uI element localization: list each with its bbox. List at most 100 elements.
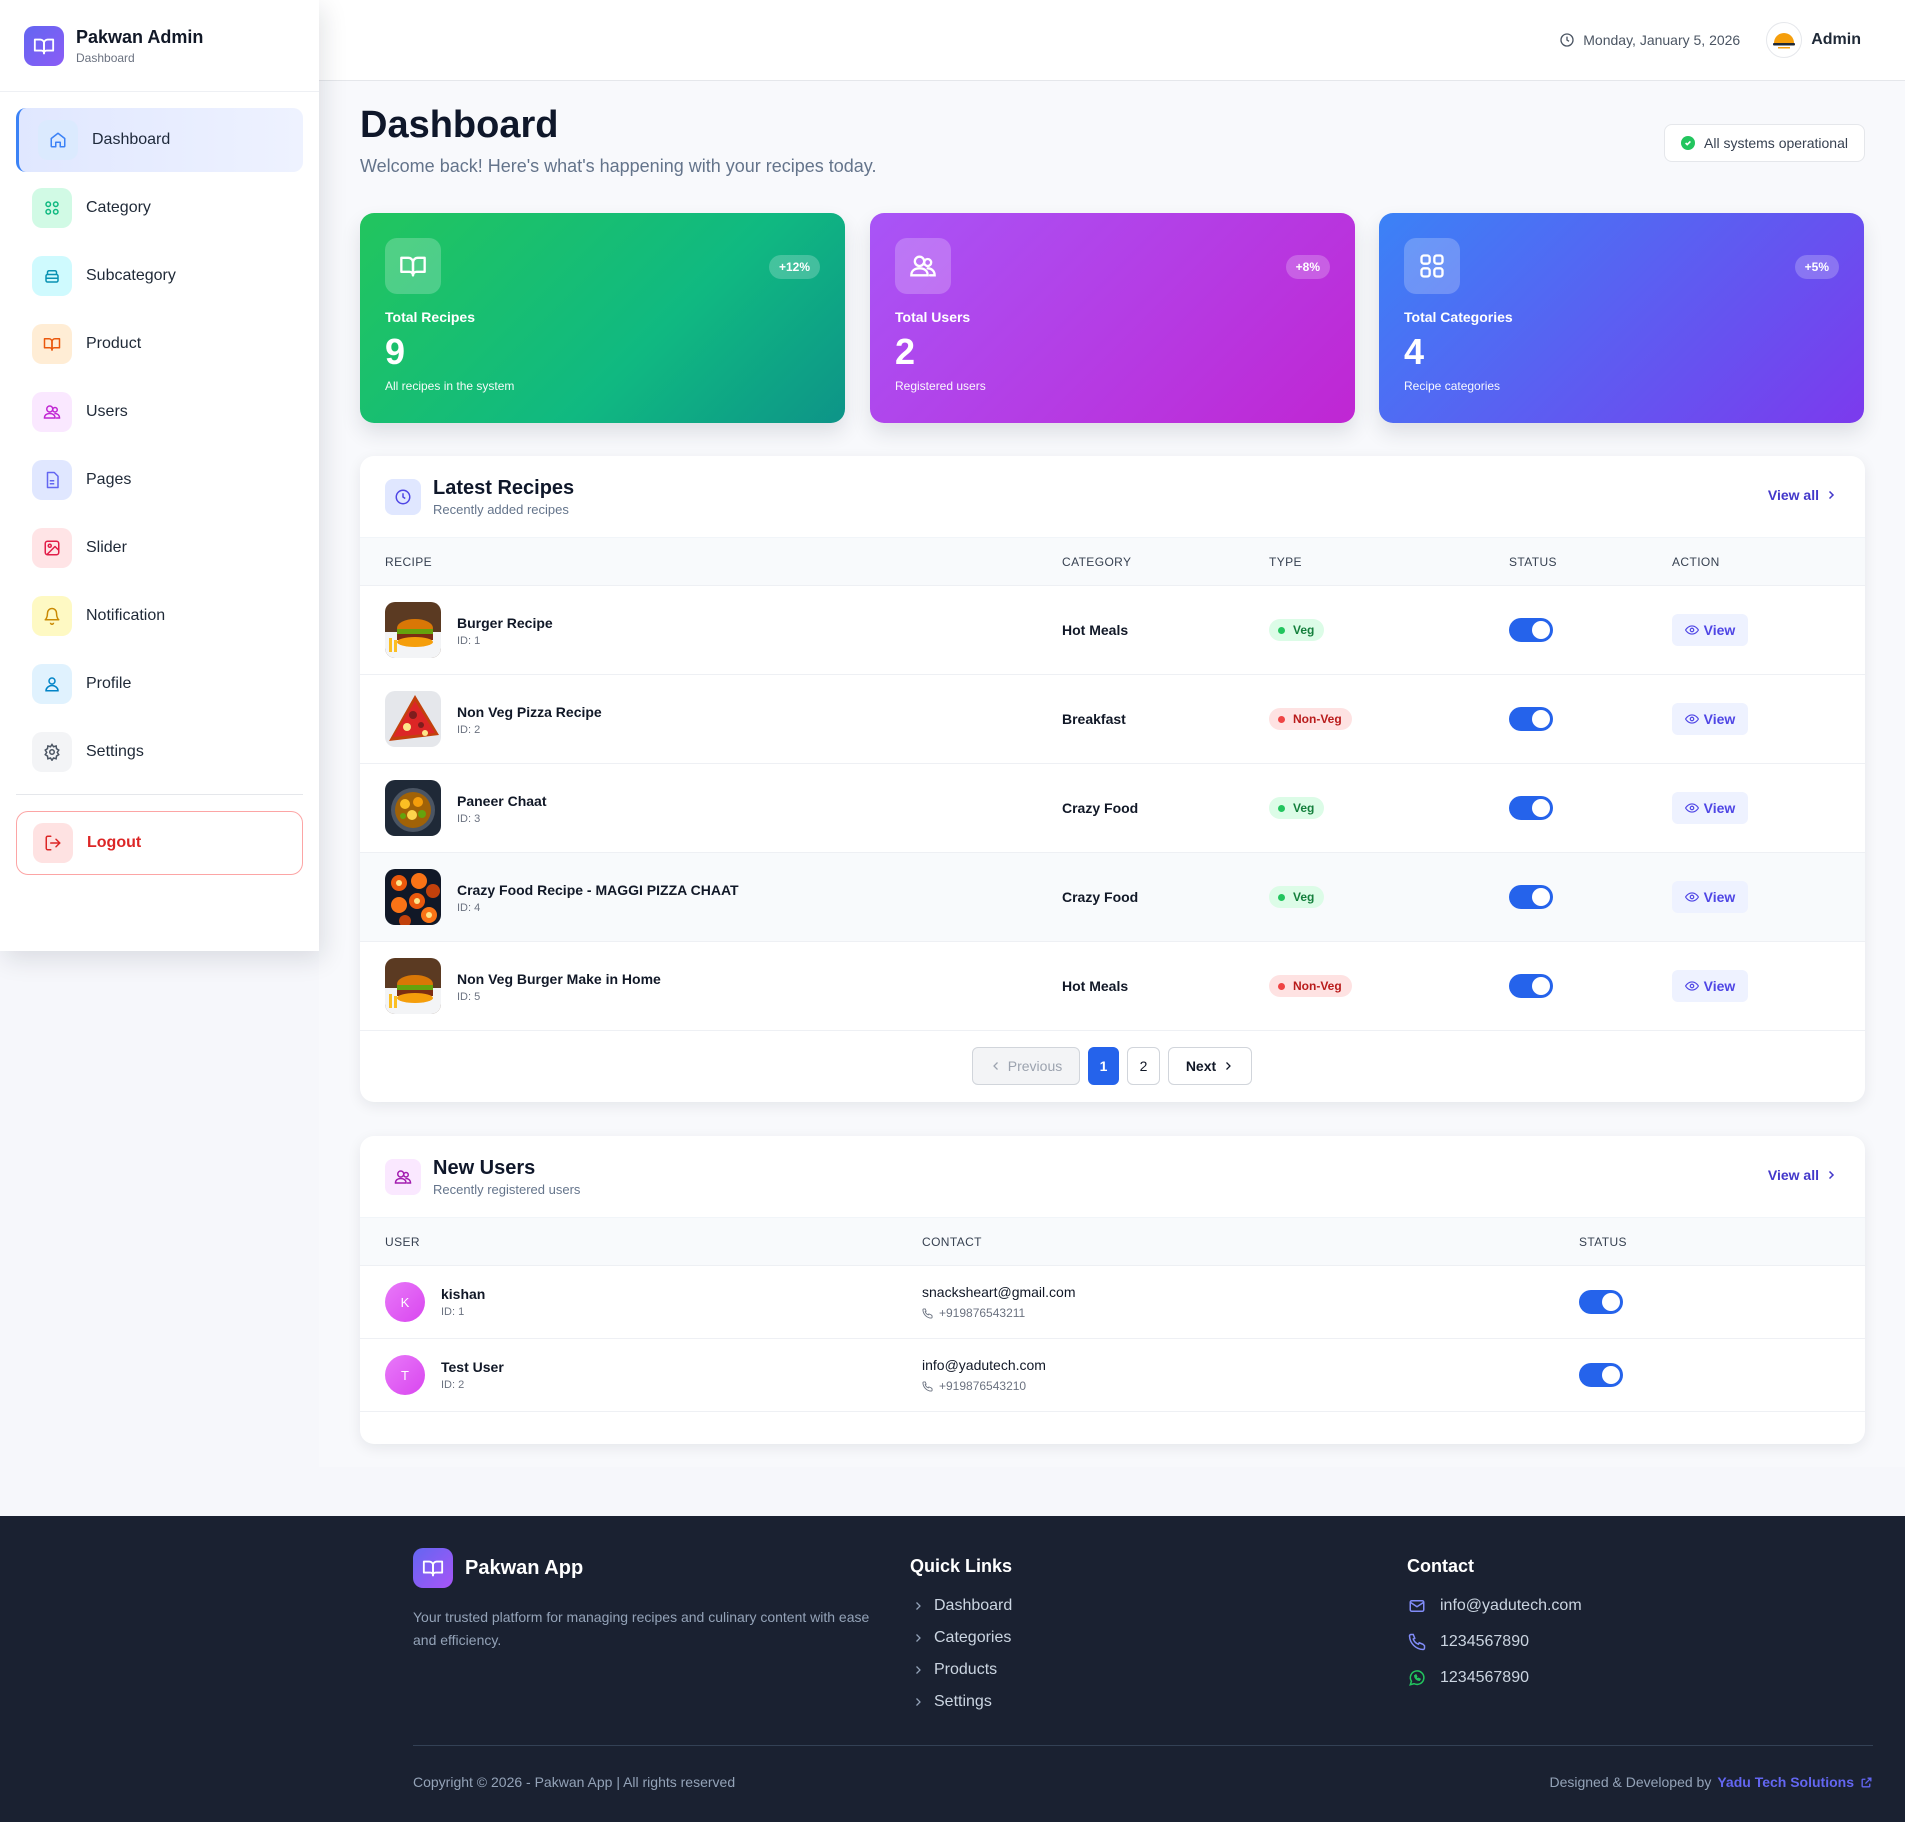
mail-icon [1409,1600,1425,1612]
column-header: STATUS [1579,1235,1627,1249]
sidebar-item-users[interactable]: Users [16,380,303,444]
type-badge: Veg [1269,797,1325,819]
sidebar-item-label: Pages [86,471,132,488]
footer-whatsapp[interactable]: 1234567890 [1408,1669,1529,1687]
sidebar-nav: Dashboard Category Subcategory Product U… [0,92,319,875]
table-row: Burger Recipe ID: 1 Hot Meals Veg View [360,586,1865,675]
recipe-name: Burger Recipe [457,615,553,631]
sidebar: Pakwan Admin Dashboard Dashboard Categor… [0,0,319,951]
pagination: Previous 1 2 Next [360,1031,1865,1102]
view-button[interactable]: View [1672,614,1748,646]
divider [413,1745,1873,1746]
top-bar: Monday, January 5, 2026 Admin [319,0,1905,81]
type-badge: Veg [1269,886,1325,908]
type-label: Veg [1293,623,1315,637]
view-button[interactable]: View [1672,970,1748,1002]
sidebar-item-dashboard[interactable]: Dashboard [16,108,303,172]
footer-link-products[interactable]: Products [912,1661,997,1679]
footer-link-label: Products [934,1661,998,1678]
credit-prefix: Designed & Developed by [1549,1774,1712,1790]
page-title: Dashboard [360,104,559,146]
status-toggle[interactable] [1509,707,1553,731]
view-all-users-link[interactable]: View all [1768,1167,1837,1183]
footer-link-categories[interactable]: Categories [912,1629,1011,1647]
next-page-button[interactable]: Next [1168,1047,1252,1085]
users-icon [895,238,951,294]
avatar: K [385,1282,425,1322]
sidebar-item-subcategory[interactable]: Subcategory [16,244,303,308]
stat-description: All recipes in the system [385,379,515,393]
type-badge: Non-Veg [1269,708,1352,730]
footer-email[interactable]: info@yadutech.com [1408,1597,1582,1615]
credit-name: Yadu Tech Solutions [1717,1774,1854,1790]
credit-link[interactable]: Yadu Tech Solutions [1717,1774,1873,1790]
recipe-thumbnail [385,780,441,836]
logout-button[interactable]: Logout [16,811,303,875]
status-toggle[interactable] [1509,618,1553,642]
status-toggle[interactable] [1579,1290,1623,1314]
status-toggle[interactable] [1509,796,1553,820]
file-icon [32,460,72,500]
book-icon [32,324,72,364]
stat-label: Total Categories [1404,309,1513,325]
footer-link-dashboard[interactable]: Dashboard [912,1597,1012,1615]
sidebar-item-product[interactable]: Product [16,312,303,376]
table-row: Paneer Chaat ID: 3 Crazy Food Veg View [360,764,1865,853]
type-label: Non-Veg [1293,712,1342,726]
check-circle-icon [1681,136,1696,150]
change-badge: +12% [768,255,820,279]
sidebar-item-settings[interactable]: Settings [16,720,303,784]
view-all-recipes-link[interactable]: View all [1768,487,1837,503]
previous-label: Previous [1007,1058,1063,1074]
external-link-icon [1861,1776,1872,1788]
sidebar-item-notification[interactable]: Notification [16,584,303,648]
user-phone-text: +919876543210 [939,1379,1027,1393]
table-row: Non Veg Pizza Recipe ID: 2 Breakfast Non… [360,675,1865,764]
sidebar-item-label: Users [86,403,128,420]
view-button[interactable]: View [1672,881,1748,913]
status-toggle[interactable] [1509,974,1553,998]
recipe-id: ID: 3 [457,813,481,825]
sidebar-item-slider[interactable]: Slider [16,516,303,580]
column-header: CATEGORY [1062,555,1132,569]
recipe-id: ID: 4 [457,902,481,914]
recipe-category: Hot Meals [1062,978,1129,994]
sidebar-item-profile[interactable]: Profile [16,652,303,716]
recipe-name: Non Veg Pizza Recipe [457,704,602,720]
footer-link-label: Categories [934,1629,1012,1646]
footer-phone[interactable]: 1234567890 [1408,1633,1529,1651]
quick-links-title: Quick Links [910,1556,1013,1576]
page-2-button[interactable]: 2 [1127,1047,1160,1085]
user-id: ID: 2 [441,1379,465,1391]
recipe-category: Hot Meals [1062,622,1129,638]
view-label: View [1703,622,1736,638]
view-all-label: View all [1767,487,1819,503]
column-header: TYPE [1269,555,1302,569]
status-toggle[interactable] [1509,885,1553,909]
user-name: kishan [441,1286,486,1302]
new-users-card: New Users Recently registered users View… [360,1136,1865,1444]
type-label: Veg [1293,801,1315,815]
eye-icon [1684,892,1699,902]
recipe-category: Crazy Food [1062,889,1139,905]
view-button[interactable]: View [1672,792,1748,824]
footer-email-text: info@yadutech.com [1440,1597,1582,1614]
user-menu[interactable]: Admin [1766,22,1861,58]
footer: Pakwan App Your trusted platform for man… [0,1516,1905,1822]
previous-page-button[interactable]: Previous [972,1047,1080,1085]
avatar [1766,22,1803,58]
footer-link-settings[interactable]: Settings [912,1693,992,1711]
user-email: info@yadutech.com [922,1357,1046,1373]
user-phone: +919876543210 [922,1379,1046,1393]
whatsapp-icon [1409,1670,1425,1686]
sidebar-item-pages[interactable]: Pages [16,448,303,512]
view-button[interactable]: View [1672,703,1748,735]
gear-icon [32,732,72,772]
recipe-id: ID: 2 [457,724,481,736]
table-row: T Test User ID: 2 info@yadutech.com +919… [360,1339,1865,1412]
page-1-button[interactable]: 1 [1088,1047,1119,1085]
table-row: Non Veg Burger Make in Home ID: 5 Hot Me… [360,942,1865,1031]
sidebar-item-label: Slider [86,539,127,556]
status-toggle[interactable] [1579,1363,1623,1387]
sidebar-item-category[interactable]: Category [16,176,303,240]
